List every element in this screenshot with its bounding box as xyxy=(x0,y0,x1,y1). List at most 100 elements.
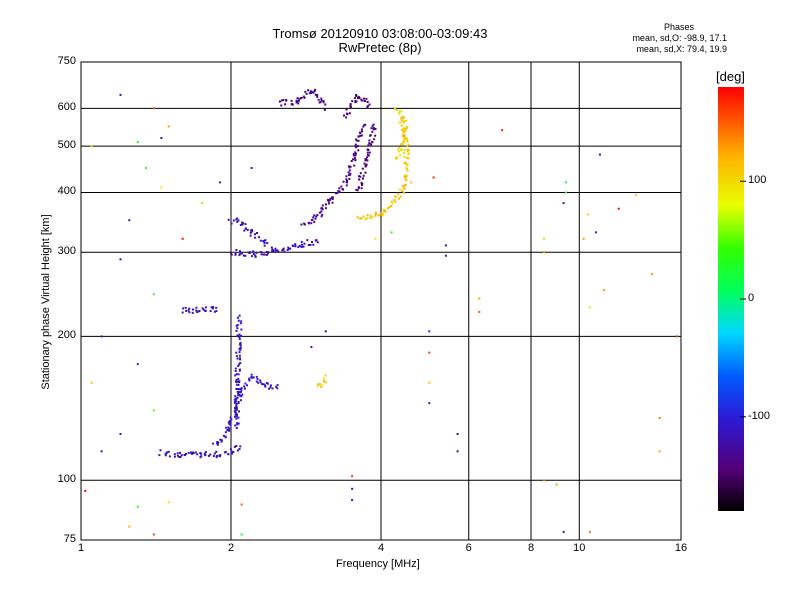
trace-point xyxy=(209,453,212,456)
trace-point xyxy=(401,135,404,138)
trace-point xyxy=(204,309,207,312)
noise-point xyxy=(635,194,638,197)
trace-point xyxy=(324,381,327,384)
trace-point xyxy=(239,346,242,349)
trace-point xyxy=(241,223,244,226)
trace-point xyxy=(401,115,404,118)
trace-point xyxy=(352,152,355,155)
trace-point xyxy=(319,101,322,103)
noise-point xyxy=(90,381,93,384)
trace-point xyxy=(349,105,352,108)
trace-point xyxy=(405,163,407,166)
trace-point xyxy=(257,381,260,384)
trace-point xyxy=(331,196,334,199)
trace-point xyxy=(176,452,179,455)
trace-point xyxy=(254,233,256,236)
trace-point xyxy=(345,116,348,119)
trace-point xyxy=(327,198,329,201)
trace-point xyxy=(320,215,323,218)
trace-point xyxy=(348,178,351,180)
trace-point xyxy=(215,310,218,312)
trace-point xyxy=(235,373,238,376)
noise-point xyxy=(201,202,204,205)
trace-point xyxy=(259,381,262,384)
trace-point xyxy=(355,146,358,149)
noise-point xyxy=(617,207,620,210)
trace-point xyxy=(395,195,398,198)
trace-point xyxy=(236,220,239,223)
trace-point xyxy=(210,306,213,309)
trace-point xyxy=(364,159,367,162)
trace-point xyxy=(158,454,161,457)
noise-point xyxy=(586,213,589,216)
trace-point xyxy=(236,423,239,426)
trace-point xyxy=(236,334,239,337)
trace-point xyxy=(191,452,193,455)
trace-point xyxy=(260,253,263,256)
trace-point xyxy=(405,119,408,122)
trace-point xyxy=(313,90,316,92)
trace-point xyxy=(298,244,301,247)
trace-point xyxy=(238,448,241,450)
trace-point xyxy=(382,210,385,213)
trace-point xyxy=(271,387,274,390)
trace-point xyxy=(364,100,366,103)
trace-point xyxy=(321,213,324,216)
trace-point xyxy=(226,429,229,432)
trace-point xyxy=(213,452,216,455)
trace-point xyxy=(399,110,402,113)
trace-point xyxy=(212,307,214,310)
trace-point xyxy=(378,214,381,217)
trace-point xyxy=(227,218,230,221)
trace-point xyxy=(264,239,267,242)
trace-point xyxy=(234,406,236,409)
trace-point xyxy=(357,95,360,98)
trace-point xyxy=(365,163,368,166)
trace-point xyxy=(362,177,364,180)
trace-point xyxy=(366,151,369,154)
noise-point xyxy=(562,202,565,205)
trace-point xyxy=(355,95,358,97)
trace-point xyxy=(230,252,232,255)
trace-point xyxy=(354,99,357,102)
trace-point xyxy=(403,116,405,119)
trace-point xyxy=(209,310,212,313)
trace-point xyxy=(182,307,185,310)
noise-point xyxy=(152,107,155,110)
trace-point xyxy=(236,383,238,386)
trace-point xyxy=(407,152,410,155)
trace-point xyxy=(190,451,192,454)
chart-subtitle: RwPretec (8p) xyxy=(338,40,422,55)
y-tick-label: 500 xyxy=(57,139,76,152)
trace-point xyxy=(296,100,299,103)
trace-point xyxy=(397,150,400,153)
trace-point xyxy=(345,178,348,181)
noise-point xyxy=(582,237,585,240)
trace-point xyxy=(269,384,272,387)
trace-point xyxy=(377,214,380,217)
noise-point xyxy=(152,293,155,296)
trace-point xyxy=(237,219,240,222)
trace-point xyxy=(360,181,363,184)
noise-point xyxy=(324,330,327,333)
trace-point xyxy=(228,419,231,422)
trace-point xyxy=(402,141,404,144)
trace-point xyxy=(238,410,240,413)
trace-point xyxy=(401,190,404,193)
trace-point xyxy=(270,246,273,249)
trace-point xyxy=(400,110,403,113)
noise-point xyxy=(410,181,413,184)
trace-point xyxy=(240,388,243,391)
trace-point xyxy=(345,108,348,111)
trace-point xyxy=(331,198,334,200)
noise-point xyxy=(119,433,122,435)
trace-point xyxy=(234,374,237,377)
trace-point xyxy=(238,368,241,371)
trace-point xyxy=(303,242,306,245)
trace-point xyxy=(320,97,323,100)
trace-point xyxy=(297,246,300,249)
trace-point xyxy=(354,143,357,146)
trace-point xyxy=(236,357,239,360)
noise-point xyxy=(160,137,163,139)
trace-point xyxy=(364,171,367,174)
